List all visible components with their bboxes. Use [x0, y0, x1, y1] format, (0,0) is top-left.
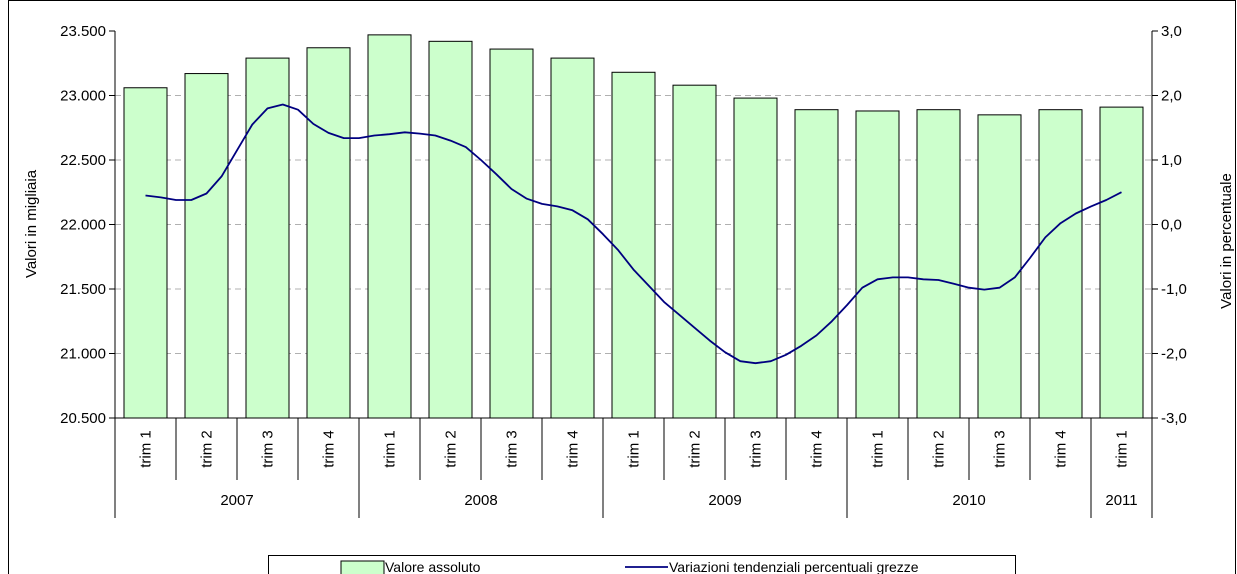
bar: [977, 114, 1022, 419]
y2-tick-label: 3,0: [1161, 23, 1182, 40]
x-tick-label: trim 4: [321, 430, 338, 468]
x-tick-label: trim 2: [443, 430, 460, 468]
bar: [611, 71, 656, 419]
x-tick-label: trim 3: [260, 430, 277, 468]
x-tick-label: trim 3: [504, 430, 521, 468]
bar: [794, 109, 839, 419]
right-axis-ticks: -3,0 -2,0 -1,0 0,0 1,0 2,0 3,0: [1152, 23, 1187, 427]
x-tick-label: trim 1: [382, 430, 399, 468]
bar: [184, 73, 229, 419]
year-label: 2011: [1105, 492, 1137, 509]
bar: [1099, 106, 1144, 419]
legend-box: [268, 555, 1016, 574]
bar: [123, 87, 168, 419]
x-tick-label: trim 2: [931, 430, 948, 468]
bar: [306, 47, 351, 419]
left-axis-ticks: 20.500 21.000 21.500 22.000 22.500 23.000 23.5…: [60, 23, 115, 427]
bar: [367, 34, 412, 419]
x-tick-label: trim 1: [138, 430, 155, 468]
bar: [428, 40, 473, 419]
y2-tick-label: 2,0: [1161, 88, 1182, 105]
y2-tick-label: -1,0: [1161, 281, 1187, 298]
y-axis-title: Valori in migliaia: [23, 169, 40, 278]
y-tick-label: 22.000: [60, 217, 106, 234]
y-tick-label: 23.000: [60, 88, 106, 105]
y2-axis-title: Valori in percentuale: [1218, 173, 1235, 309]
bar-series: [123, 34, 1144, 419]
x-tick-label: trim 1: [626, 430, 643, 468]
line-path: [145, 103, 1122, 365]
bar: [245, 57, 290, 419]
x-tick-label: trim 3: [992, 430, 1009, 468]
year-label: 2007: [220, 492, 253, 509]
legend-swatch-bar: [340, 560, 385, 574]
y-tick-label: 23.500: [60, 23, 106, 40]
y2-tick-label: 1,0: [1161, 152, 1182, 169]
bar: [1038, 109, 1083, 419]
y-tick-label: 21.000: [60, 346, 106, 363]
x-tick-label: trim 4: [809, 430, 826, 468]
legend: Valore assoluto Variazioni tendenziali p…: [268, 555, 1016, 574]
legend-label-line: Variazioni tendenziali percentuali grezz…: [669, 559, 919, 574]
y-tick-label: 20.500: [60, 410, 106, 427]
x-tick-label: trim 1: [870, 430, 887, 468]
bar: [489, 48, 534, 419]
year-label: 2010: [952, 492, 985, 509]
x-tick-label: trim 1: [1114, 430, 1131, 468]
y2-tick-label: -2,0: [1161, 346, 1187, 363]
bar: [672, 84, 717, 419]
bar: [550, 57, 595, 419]
year-label: 2008: [464, 492, 497, 509]
bar: [855, 110, 900, 419]
year-label: 2009: [708, 492, 741, 509]
bar: [733, 97, 778, 419]
y2-tick-label: -3,0: [1161, 410, 1187, 427]
y-tick-label: 21.500: [60, 281, 106, 298]
legend-label-bar: Valore assoluto: [385, 559, 481, 574]
y2-tick-label: 0,0: [1161, 217, 1182, 234]
line-series: [145, 103, 1122, 365]
x-tick-label: trim 2: [199, 430, 216, 468]
x-tick-label: trim 4: [565, 430, 582, 468]
x-tick-label: trim 2: [687, 430, 704, 468]
x-tick-label: trim 3: [748, 430, 765, 468]
bar: [916, 109, 961, 419]
y-tick-label: 22.500: [60, 152, 106, 169]
x-tick-label: trim 4: [1053, 430, 1070, 468]
category-axis: trim 1 trim 2 trim 3 trim 4 trim 1 trim 2 trim…: [114, 418, 1153, 518]
